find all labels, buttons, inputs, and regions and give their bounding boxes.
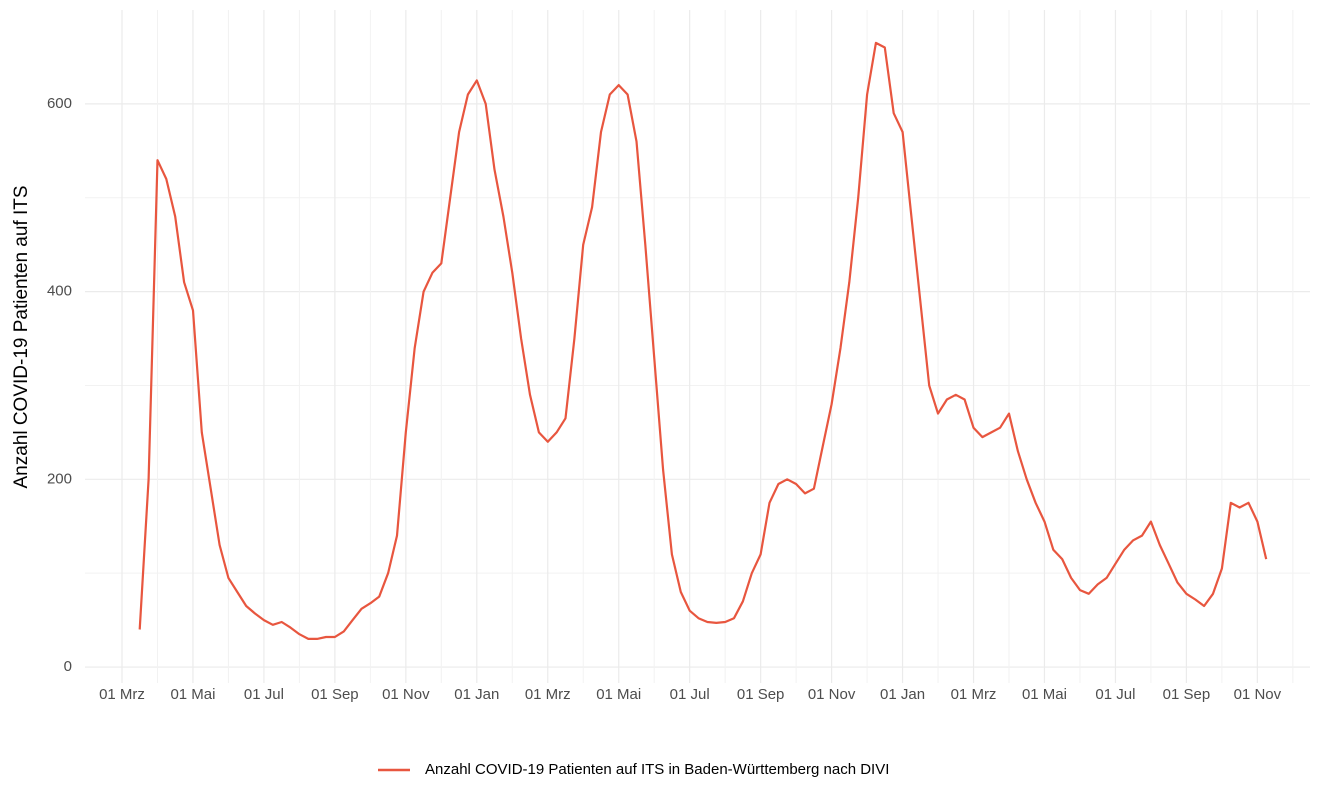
y-tick-label: 600 — [47, 95, 72, 112]
x-tick-label: 01 Mai — [170, 686, 215, 703]
y-tick-label: 200 — [47, 470, 72, 487]
x-tick-label: 01 Jul — [244, 686, 284, 703]
x-tick-label: 01 Sep — [737, 686, 785, 703]
x-tick-label: 01 Mai — [1022, 686, 1067, 703]
x-tick-label: 01 Sep — [311, 686, 359, 703]
x-tick-label: 01 Nov — [808, 686, 856, 703]
x-tick-label: 01 Mrz — [99, 686, 145, 703]
legend-label: Anzahl COVID-19 Patienten auf ITS in Bad… — [425, 761, 889, 778]
x-tick-label: 01 Nov — [382, 686, 430, 703]
x-tick-label: 01 Jul — [670, 686, 710, 703]
x-tick-label: 01 Jan — [454, 686, 499, 703]
x-tick-label: 01 Mrz — [525, 686, 571, 703]
y-axis-label: Anzahl COVID-19 Patienten auf ITS — [11, 185, 32, 488]
line — [138, 41, 1268, 640]
x-tick-label: 01 Jan — [880, 686, 925, 703]
x-tick-label: 01 Mrz — [951, 686, 997, 703]
x-tick-label: 01 Mai — [596, 686, 641, 703]
x-tick-label: 01 Jul — [1095, 686, 1135, 703]
x-tick-label: 01 Nov — [1234, 686, 1282, 703]
y-tick-label: 0 — [64, 658, 72, 675]
x-tick-label: 01 Sep — [1163, 686, 1211, 703]
y-tick-label: 400 — [47, 283, 72, 300]
